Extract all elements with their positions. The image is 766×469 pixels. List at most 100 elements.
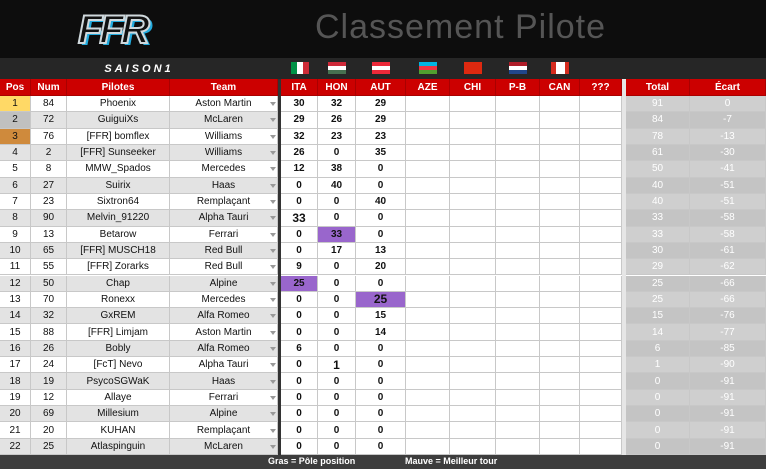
gap: -66 [690, 291, 766, 309]
total: 0 [626, 438, 690, 455]
points: 0 [281, 242, 318, 260]
points: 0 [318, 193, 356, 211]
empty-cell [540, 259, 580, 276]
dropdown-arrow [270, 281, 276, 286]
points: 1 [318, 357, 356, 374]
points: 0 [281, 177, 318, 194]
points: 0 [281, 324, 318, 341]
total: 0 [626, 406, 690, 423]
empty-cell [450, 389, 496, 407]
empty-cell [580, 438, 622, 455]
empty-cell [450, 177, 496, 194]
team: Haas [170, 373, 278, 390]
empty-cell [540, 112, 580, 129]
gap: -91 [690, 438, 766, 455]
column-header: HON [318, 79, 356, 96]
total: 50 [626, 161, 690, 178]
empty-cell [540, 373, 580, 390]
empty-cell [580, 340, 622, 358]
points: 0 [281, 422, 318, 439]
total: 40 [626, 193, 690, 211]
empty-cell [450, 259, 496, 276]
num: 26 [31, 340, 67, 358]
empty-cell [496, 357, 540, 374]
team: Williams [170, 144, 278, 162]
num: 90 [31, 210, 67, 227]
empty-cell [406, 406, 450, 423]
points: 0 [318, 144, 356, 162]
flag-stripe [328, 62, 346, 66]
empty-cell [540, 193, 580, 211]
dropdown-arrow [270, 395, 276, 400]
dropdown-arrow [270, 444, 276, 449]
team: Remplaçant [170, 193, 278, 211]
team: Aston Martin [170, 96, 278, 113]
empty-cell [450, 357, 496, 374]
points: 20 [356, 259, 406, 276]
total: 84 [626, 112, 690, 129]
flag-stripe [419, 70, 437, 74]
gap: 0 [690, 96, 766, 113]
num: 20 [31, 422, 67, 439]
num: 88 [31, 324, 67, 341]
empty-cell [450, 96, 496, 113]
points: 32 [318, 96, 356, 113]
empty-cell [406, 144, 450, 162]
empty-cell [580, 193, 622, 211]
points: 29 [356, 96, 406, 113]
team: Aston Martin [170, 324, 278, 341]
flag-stripe [296, 62, 303, 74]
total: 25 [626, 291, 690, 309]
points: 14 [356, 324, 406, 341]
points: 0 [356, 340, 406, 358]
pos: 6 [0, 177, 31, 194]
points: 0 [281, 389, 318, 407]
points: 32 [281, 128, 318, 145]
pos: 21 [0, 422, 31, 439]
team: Ferrari [170, 389, 278, 407]
points: 0 [356, 373, 406, 390]
empty-cell [580, 112, 622, 129]
num: 8 [31, 161, 67, 178]
column-header: Pos [0, 79, 31, 96]
team: Ferrari [170, 226, 278, 243]
points: 33 [281, 210, 318, 227]
flag-stripe [328, 70, 346, 74]
empty-cell [406, 373, 450, 390]
gap: -91 [690, 389, 766, 407]
column-header: ??? [580, 79, 622, 96]
empty-cell [450, 161, 496, 178]
points: 0 [318, 422, 356, 439]
empty-cell [406, 422, 450, 439]
empty-cell [406, 357, 450, 374]
driver: Suirix [67, 177, 170, 194]
gap: -58 [690, 226, 766, 243]
empty-cell [496, 112, 540, 129]
total: 61 [626, 144, 690, 162]
empty-cell [406, 112, 450, 129]
empty-cell [406, 161, 450, 178]
points: 0 [318, 389, 356, 407]
points: 33 [318, 226, 356, 243]
empty-cell [540, 324, 580, 341]
flag [290, 62, 309, 74]
gap: -77 [690, 324, 766, 341]
empty-cell [580, 128, 622, 145]
num: 24 [31, 357, 67, 374]
gap: -91 [690, 373, 766, 390]
flag-stripe [302, 62, 309, 74]
empty-cell [540, 357, 580, 374]
pos: 8 [0, 210, 31, 227]
empty-cell [496, 422, 540, 439]
column-header: CAN [540, 79, 580, 96]
empty-cell [580, 308, 622, 325]
column-header: AUT [356, 79, 406, 96]
points: 17 [318, 242, 356, 260]
column-header: Num [31, 79, 67, 96]
driver: Sixtron64 [67, 193, 170, 211]
driver: [FFR] Limjam [67, 324, 170, 341]
flag-stripe [555, 62, 565, 74]
empty-cell [540, 96, 580, 113]
points: 0 [318, 373, 356, 390]
points: 38 [318, 161, 356, 178]
